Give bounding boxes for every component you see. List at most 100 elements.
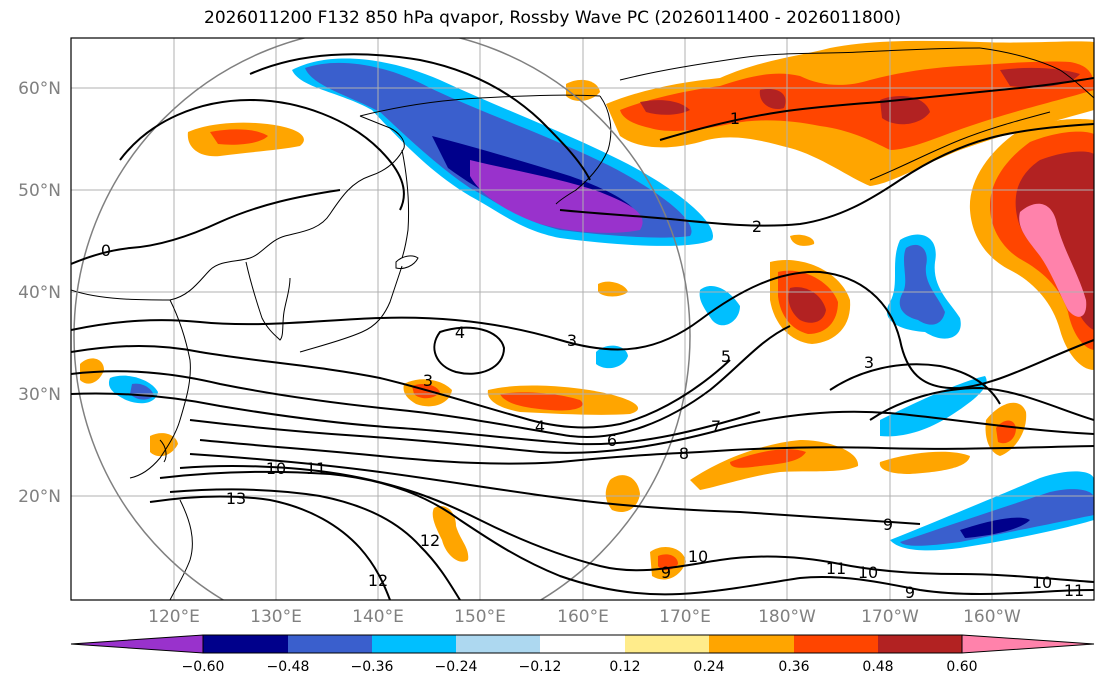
positive-anomaly-date-line-core [788,287,826,323]
contour-label: 4 [455,323,465,342]
positive-anomaly-bering-mid [620,61,1094,151]
contour-hawaii-loop [869,386,1094,421]
colorbar-tick-label: 0.48 [862,659,893,675]
contour-west-loop [119,98,405,211]
positive-anomaly-kuril-spot [598,281,628,297]
positive-anomaly-bering-core-3 [880,96,930,125]
coastline-alaska [979,47,1094,99]
contour-label: 3 [423,371,433,390]
contour-7 [189,410,1094,454]
colorbar-tick-label: −0.60 [182,659,225,675]
negative-anomaly-southeast-band-core [960,517,1030,538]
contour-label: 8 [679,444,689,463]
coastline-korea [245,261,291,341]
contour-label: 9 [883,515,893,534]
qvapor-contours [71,53,1094,600]
lat-label-20n: 20°N [18,487,61,507]
map-frame [70,37,1095,601]
colorbar-bin [709,635,794,653]
contour-label: 11 [1064,581,1084,600]
positive-anomaly-west-edge [80,358,104,384]
colorbar-tick-label: −0.24 [435,659,478,675]
colorbar-bin [456,635,540,653]
colorbar-tick-label: −0.36 [351,659,394,675]
contour-label: 13 [226,489,246,508]
negative-anomaly-subtropics [880,376,987,437]
coastline-chukotka [619,47,981,81]
colorbar-frame [202,634,963,654]
lat-label-40n: 40°N [18,283,61,303]
contour-4 [71,345,731,429]
lon-label-140e: 140°E [352,607,404,627]
contour-1 [659,77,1094,141]
positive-anomaly-marianas [432,506,469,562]
colorbar-bin [625,635,709,653]
contour-label: 9 [661,563,671,582]
lon-label-160e: 160°E [557,607,609,627]
positive-anomaly-bering-core-2 [759,88,786,110]
contour-5 [71,325,791,438]
colorbar-bin [540,635,625,653]
lon-label-150e: 150°E [454,607,506,627]
graticule [71,38,1094,600]
lon-label-130e: 130°E [250,607,302,627]
lat-label-50n: 50°N [18,181,61,201]
coastline-aleutians [869,111,1051,181]
negative-anomaly-sw-island [596,345,628,369]
negative-anomaly-southeast-band-mid [900,489,1094,546]
coastline-china-east [129,299,191,479]
colorbar: −0.60 −0.48 −0.36 −0.24 −0.12 0.12 0.24 … [70,634,1095,675]
contour-label: 1 [730,109,740,128]
coastline-asia-mainland [71,115,405,301]
contour-label: 12 [368,571,388,590]
positive-anomaly-west-pacific-core [500,392,583,411]
contour-labels: 0 1 2 3 3 3 4 4 5 6 7 8 9 9 9 10 10 10 1… [101,109,1084,602]
coastlines [71,47,1094,600]
positive-anomaly-subtropical-band-outer [690,440,859,490]
lon-label-180w: 180°W [758,607,816,627]
colorbar-tick-label: 0.36 [778,659,809,675]
contour-6 [71,392,761,446]
coastline-taiwan [159,439,167,463]
lat-label-30n: 30°N [18,385,61,405]
contour-label: 12 [420,531,440,550]
contour-label: 0 [101,241,111,260]
lon-label-160w: 160°W [963,607,1021,627]
coastline-sakhalin [401,149,410,259]
colorbar-tick-label: 0.24 [693,659,724,675]
contour-label: 3 [864,353,874,372]
contour-label: 3 [567,331,577,350]
contour-13 [149,495,391,600]
latitude-axis: 60°N 50°N 40°N 30°N 20°N [18,79,61,507]
colorbar-tick-label: 0.12 [609,659,640,675]
coastline-kamchatka [555,95,612,205]
map-title: 2026011200 F132 850 hPa qvapor, Rossby W… [204,8,901,28]
colorbar-tick-label: 0.60 [946,659,977,675]
colorbar-right-extension [961,634,1095,654]
anomaly-shading [80,40,1094,580]
positive-anomaly-east-band-core [1019,203,1087,317]
lon-label-120e: 120°E [148,607,200,627]
contour-label: 10 [858,563,878,582]
contour-label: 9 [905,583,915,602]
contour-label: 7 [711,417,721,436]
coastline-okhotsk-north [359,94,601,117]
positive-anomaly-mid-pacific [605,475,640,513]
lat-label-60n: 60°N [18,79,61,99]
contour-3 [71,270,1094,390]
longitude-axis: 120°E 130°E 140°E 150°E 160°E 170°E 180°… [148,607,1021,627]
contour-label: 2 [752,217,762,236]
contour-4-closed [433,326,506,375]
contour-label: 11 [306,459,326,478]
colorbar-bin [794,635,878,653]
positive-anomaly-south-spot-core [658,554,678,571]
colorbar-bin [878,635,962,653]
domain-circle [73,38,691,600]
lon-label-170w: 170°W [861,607,919,627]
contour-east-loop [829,363,1001,405]
lon-label-170e: 170°E [659,607,711,627]
map-area: 0 1 2 3 3 3 4 4 5 6 7 8 9 9 9 10 10 10 1… [71,38,1094,602]
colorbar-bin [372,635,456,653]
positive-anomaly-hawaii-west [879,451,970,474]
